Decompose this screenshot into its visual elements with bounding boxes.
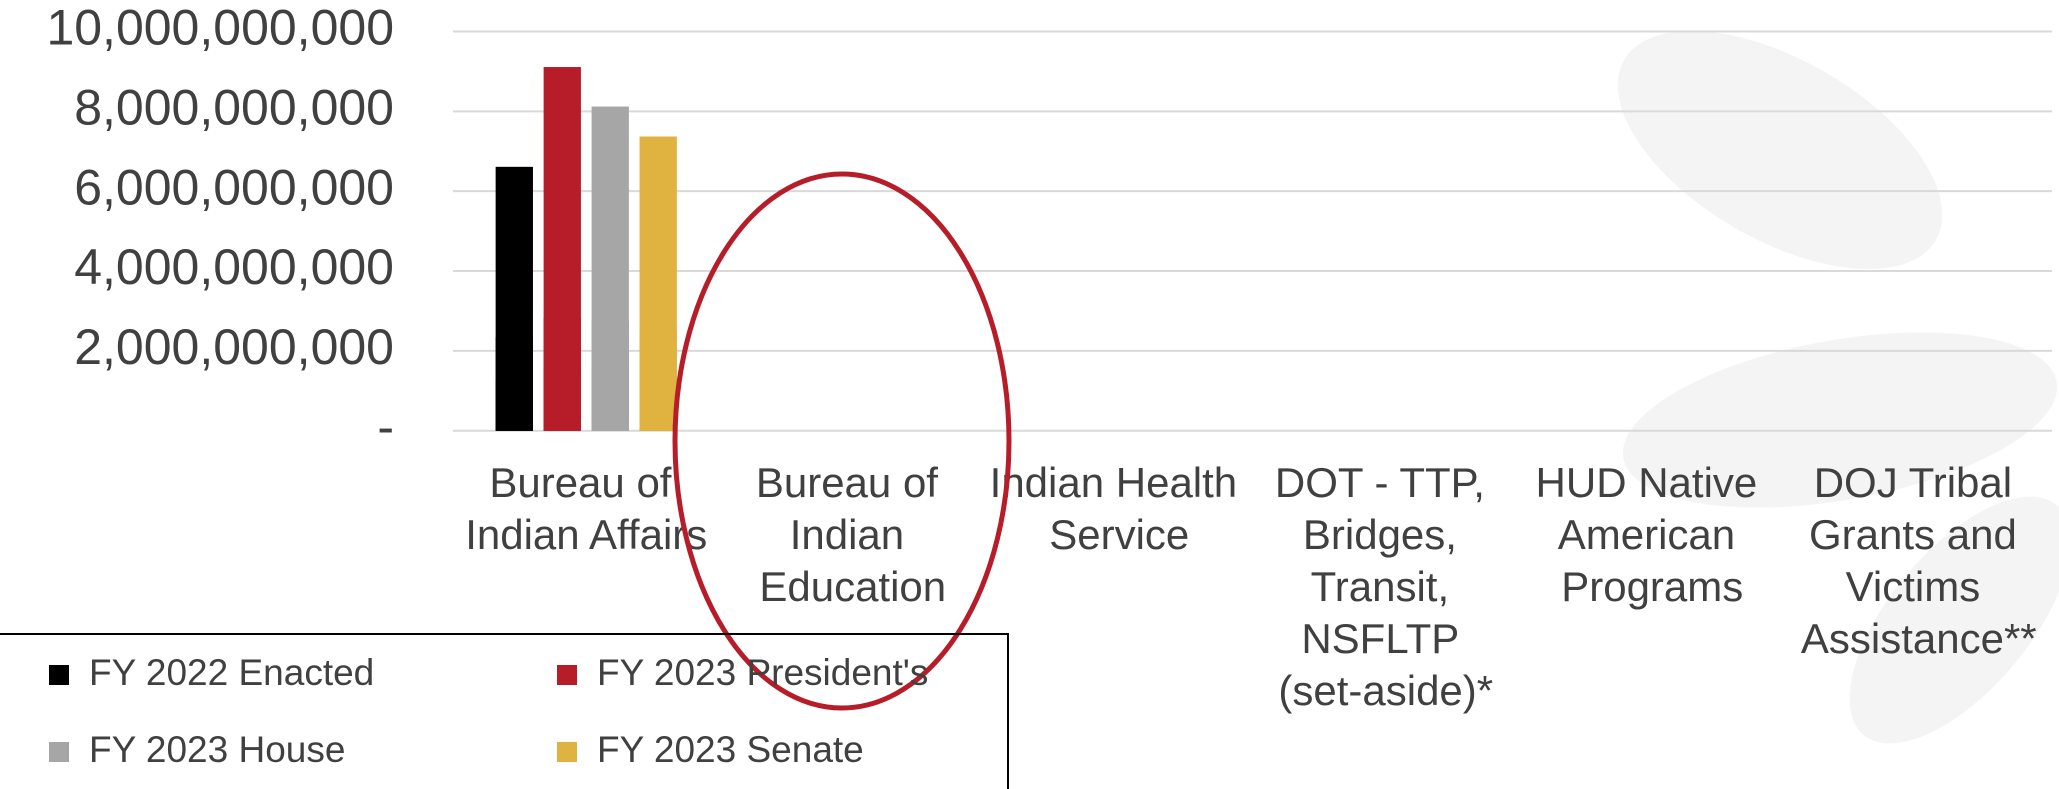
legend-label: FY 2023 President's	[597, 652, 928, 693]
y-tick-label: 10,000,000,000	[46, 0, 394, 56]
legend-swatch	[49, 742, 69, 762]
plot: - 2,000,000,000 4,000,000,000 6,000,000,000…	[46, 0, 2052, 714]
x-tick-label: DOJ Tribal Grants and Victims Assistance…	[1801, 459, 2037, 662]
y-tick-label: 2,000,000,000	[74, 319, 394, 375]
legend-swatch	[49, 665, 69, 685]
legend-label: FY 2023 House	[89, 729, 345, 770]
bar	[591, 421, 629, 431]
legend-swatch	[557, 742, 577, 762]
y-tick-label: -	[377, 399, 394, 455]
y-tick-label: 6,000,000,000	[74, 159, 394, 215]
bar	[495, 422, 533, 431]
y-tick-label: 4,000,000,000	[74, 239, 394, 295]
y-tick-label: 8,000,000,000	[74, 80, 394, 136]
legend-label: FY 2023 Senate	[597, 729, 864, 770]
legend-box	[0, 633, 1009, 789]
x-tick-label: Bureau of Indian Education	[756, 459, 950, 610]
background-decoration	[1617, 30, 2059, 744]
legend-label: FY 2022 Enacted	[89, 652, 374, 693]
x-tick-label: DOT - TTP, Bridges, Transit, NSFLTP (set…	[1275, 459, 1497, 714]
highlight-ellipse	[672, 171, 1012, 711]
bar	[543, 67, 581, 431]
bar	[543, 419, 581, 431]
legend-swatch	[557, 665, 577, 685]
bar	[639, 136, 677, 431]
bar	[639, 419, 677, 431]
bar	[591, 106, 629, 431]
x-tick-label: Indian Health Service	[990, 459, 1249, 558]
bar	[495, 166, 533, 431]
x-tick-label: Bureau of Indian Affairs	[465, 459, 707, 558]
x-tick-label: HUD Native American Programs	[1536, 459, 1769, 610]
